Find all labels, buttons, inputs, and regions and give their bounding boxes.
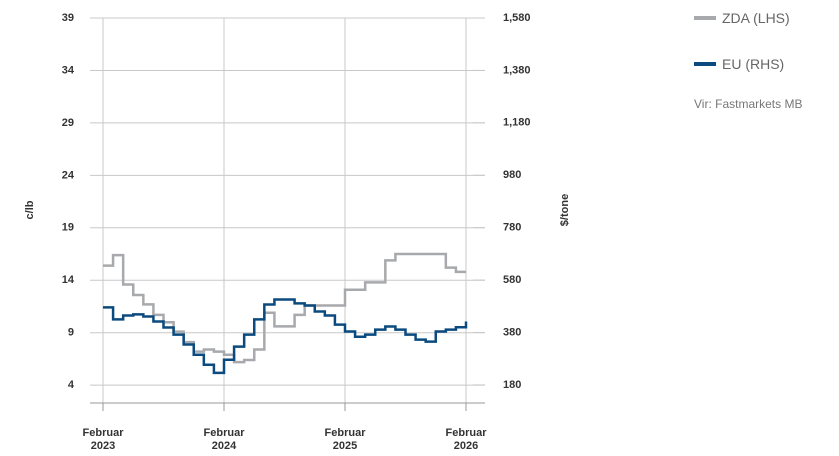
y2-tick-label: 580 bbox=[503, 274, 521, 286]
y2-axis-label: $/tone bbox=[559, 194, 571, 226]
y2-tick-label: 180 bbox=[503, 379, 521, 391]
x-tick-label: Februar 2025 bbox=[324, 427, 366, 452]
series-line bbox=[103, 298, 468, 375]
y-axis-label: c/lb bbox=[24, 200, 36, 219]
y2-tick-label: 1,180 bbox=[503, 117, 531, 129]
y-tick-label: 34 bbox=[62, 64, 75, 76]
series-line bbox=[103, 252, 466, 364]
y2-tick-label: 980 bbox=[503, 169, 521, 181]
source: Vir: Fastmarkets MB bbox=[694, 97, 803, 111]
x-tick-label: Februar 2024 bbox=[203, 427, 245, 452]
y2-tick-label: 780 bbox=[503, 222, 521, 234]
y-tick-label: 19 bbox=[62, 222, 74, 234]
y-tick-label: 29 bbox=[62, 117, 74, 129]
x-tick-label: Februar 2023 bbox=[82, 427, 124, 452]
y2-tick-label: 1,380 bbox=[503, 64, 531, 76]
y2-tick-label: 1,580 bbox=[503, 12, 531, 24]
legend-swatch bbox=[694, 16, 716, 20]
legend-label: ZDA (LHS) bbox=[722, 10, 790, 26]
y-tick-label: 4 bbox=[68, 379, 75, 391]
y2-tick-label: 380 bbox=[503, 326, 521, 338]
y-tick-label: 24 bbox=[62, 169, 75, 181]
legend-item: EU (RHS) bbox=[694, 56, 784, 72]
legend-item: ZDA (LHS) bbox=[694, 10, 790, 26]
legend-label: EU (RHS) bbox=[722, 56, 785, 72]
y-tick-label: 39 bbox=[62, 12, 74, 24]
x-tick-label: Februar 2026 bbox=[445, 427, 487, 452]
legend-swatch bbox=[694, 62, 716, 66]
y-tick-label: 9 bbox=[68, 327, 74, 339]
y-tick-label: 14 bbox=[62, 274, 75, 286]
